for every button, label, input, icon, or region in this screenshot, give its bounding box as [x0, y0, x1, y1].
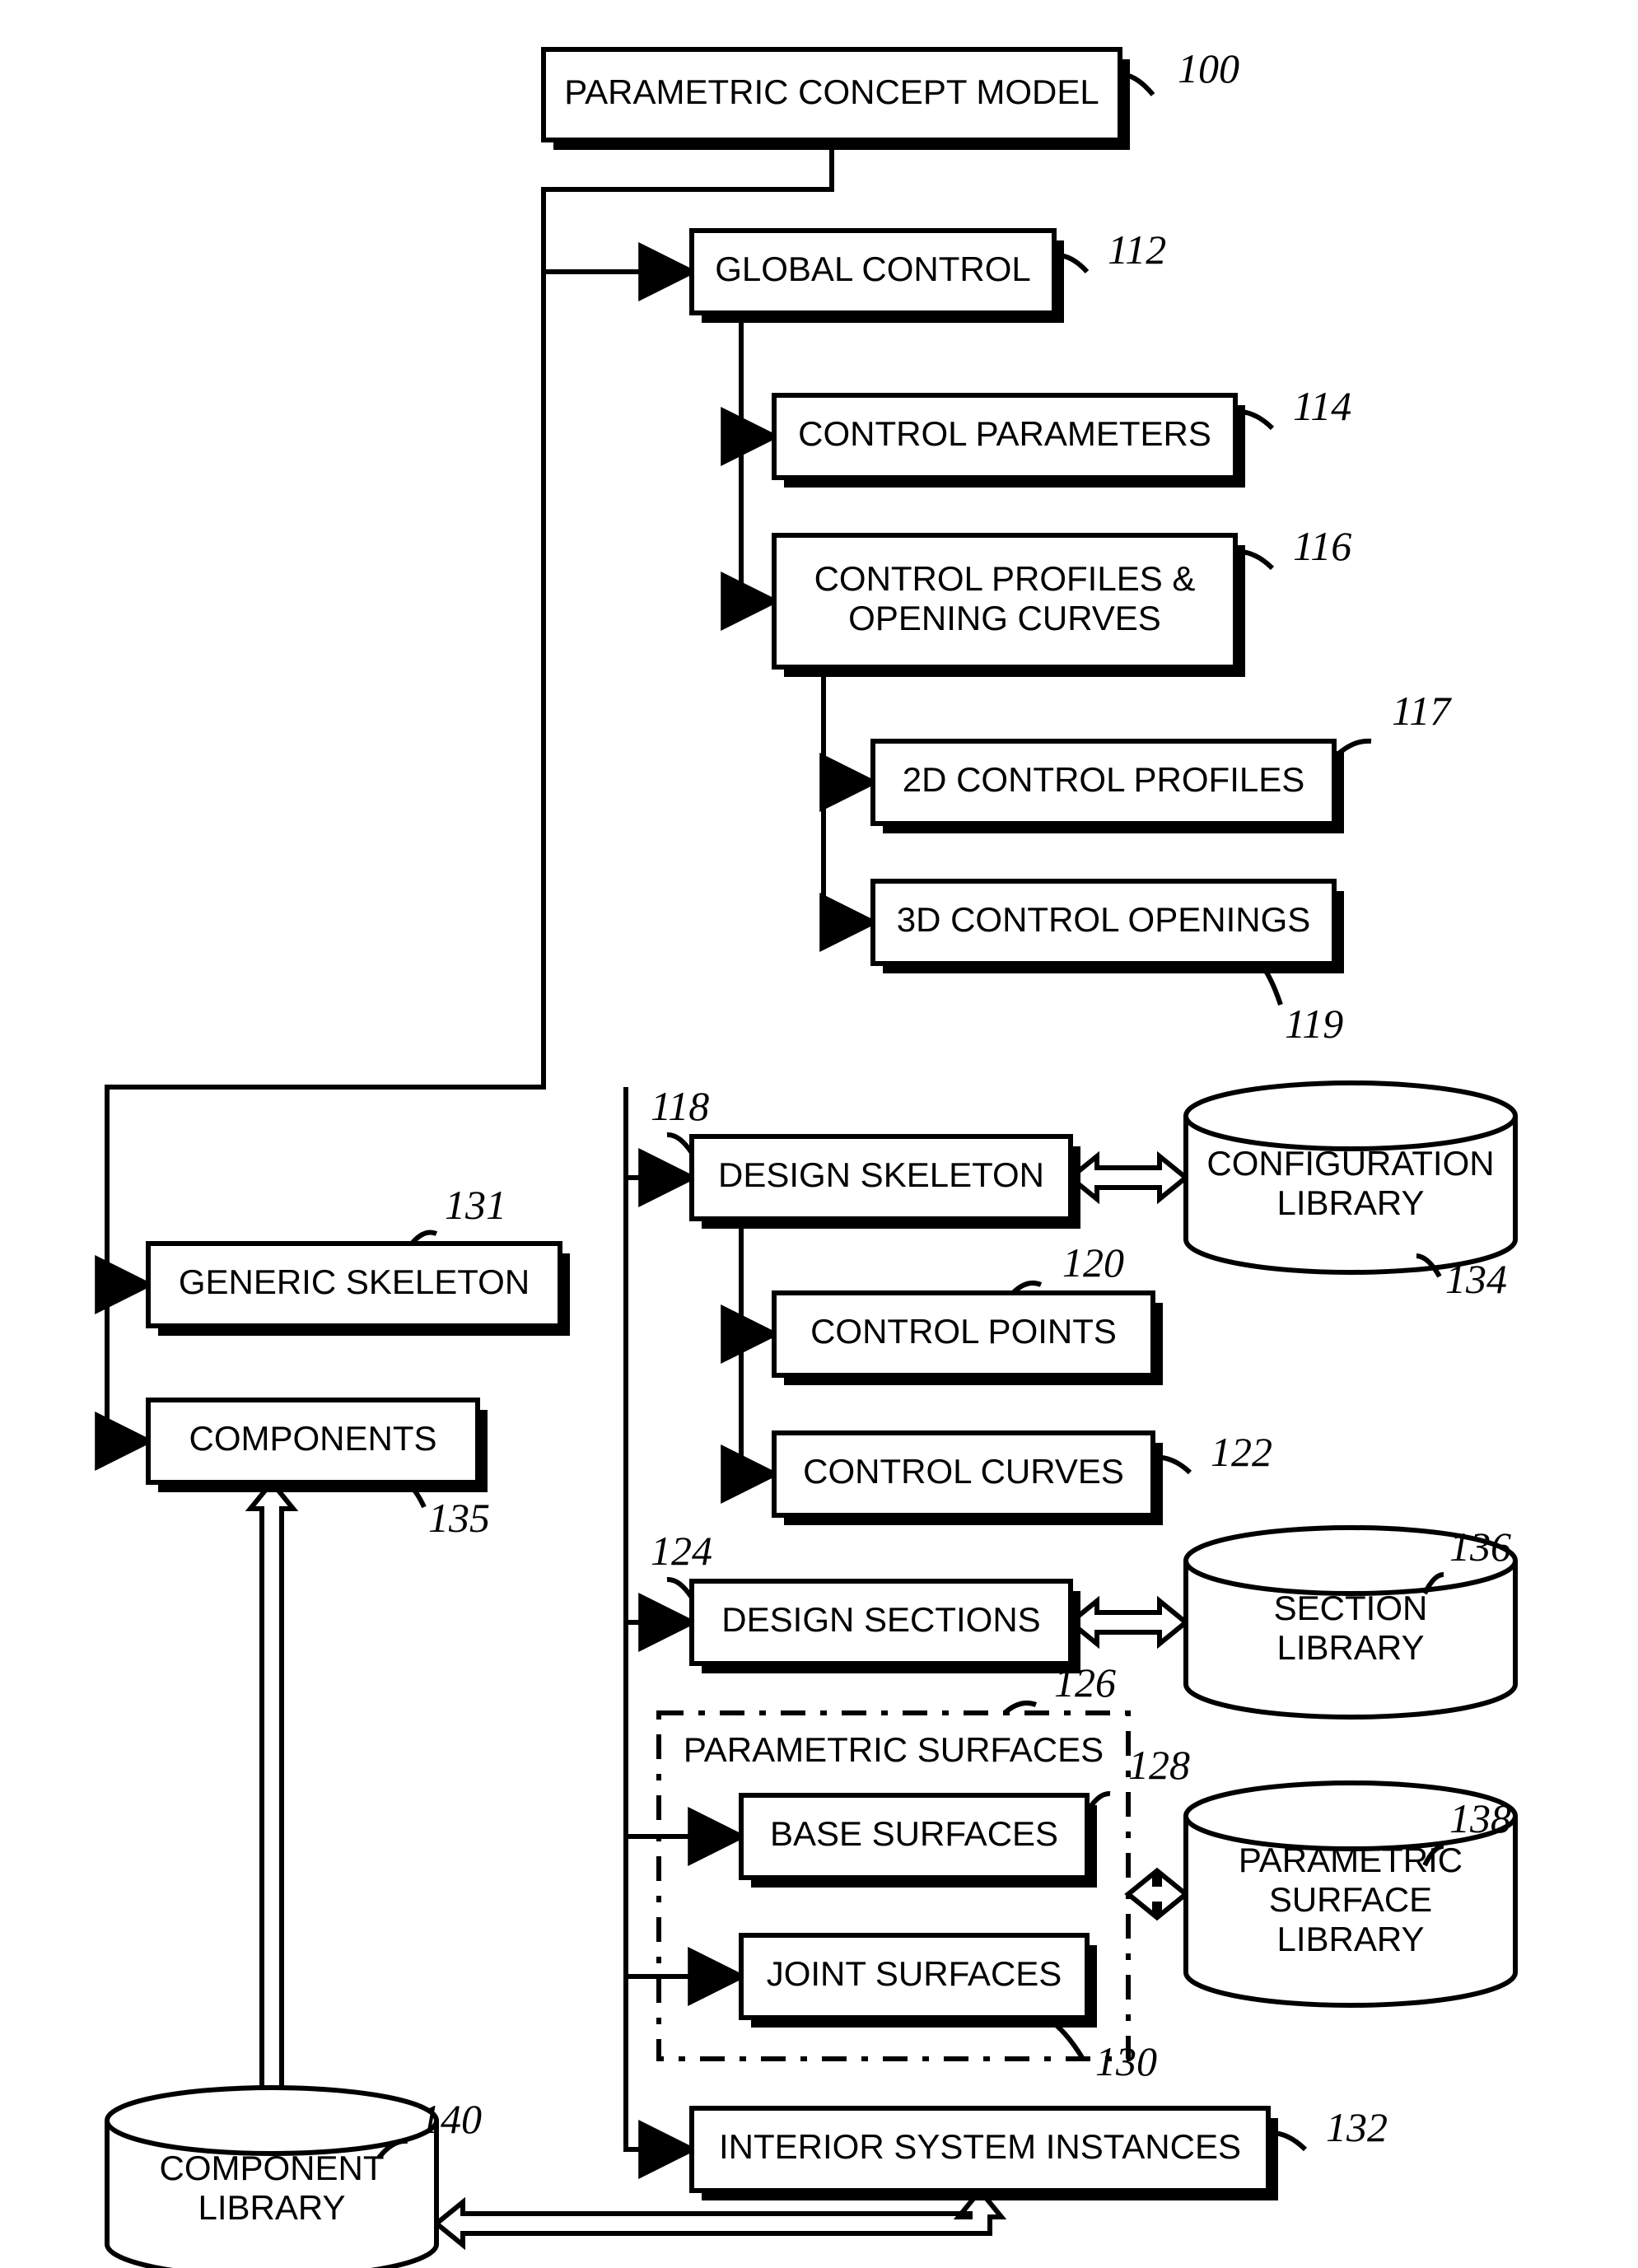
connector	[741, 313, 774, 601]
n134-label: LIBRARY	[1277, 1183, 1425, 1222]
refnum-114: 114	[1293, 383, 1351, 429]
refnum-122: 122	[1211, 1429, 1272, 1475]
n128-label: BASE SURFACES	[770, 1814, 1058, 1853]
refnum-118: 118	[651, 1083, 709, 1129]
n131-label: GENERIC SKELETON	[179, 1262, 530, 1301]
refnum-100: 100	[1178, 45, 1239, 91]
n138-label: SURFACE	[1269, 1880, 1432, 1919]
n134-label: CONFIGURATION	[1206, 1144, 1494, 1183]
refnum-130: 130	[1095, 2038, 1157, 2084]
n116-label: OPENING CURVES	[848, 599, 1161, 637]
refnum-120: 120	[1062, 1239, 1124, 1286]
n112-label: GLOBAL CONTROL	[715, 250, 1031, 288]
n140-label: LIBRARY	[198, 2188, 346, 2227]
biarrow	[1071, 1601, 1186, 1644]
biarrow	[1128, 1873, 1186, 1916]
n122-label: CONTROL CURVES	[803, 1452, 1124, 1491]
connector	[824, 667, 873, 922]
connector	[741, 1219, 774, 1474]
refnum-leader	[1087, 1794, 1110, 1812]
refnum-leader	[667, 1580, 692, 1598]
n135-label: COMPONENTS	[189, 1419, 436, 1458]
parametric-surfaces-title: PARAMETRIC SURFACES	[684, 1730, 1104, 1769]
refnum-134: 134	[1445, 1256, 1507, 1302]
n136-label: LIBRARY	[1277, 1628, 1425, 1667]
n138-label: LIBRARY	[1277, 1920, 1425, 1958]
refnum-126: 126	[1054, 1659, 1116, 1706]
refnum-140: 140	[420, 2096, 482, 2142]
biarrow	[1071, 1156, 1186, 1199]
refnum-136: 136	[1449, 1524, 1511, 1570]
n118-label: DESIGN SKELETON	[718, 1155, 1044, 1194]
refnum-119: 119	[1285, 1001, 1343, 1047]
n100-label: PARAMETRIC CONCEPT MODEL	[564, 72, 1099, 111]
n116-label: CONTROL PROFILES &	[814, 559, 1196, 598]
refnum-135: 135	[428, 1495, 490, 1541]
n136-label: SECTION	[1274, 1589, 1428, 1627]
refnum-117: 117	[1392, 688, 1452, 734]
n130-label: JOINT SURFACES	[767, 1954, 1062, 1993]
refnum-112: 112	[1108, 226, 1166, 273]
n120-label: CONTROL POINTS	[810, 1312, 1117, 1351]
refnum-116: 116	[1293, 523, 1351, 569]
n117-label: 2D CONTROL PROFILES	[903, 760, 1305, 799]
refnum-leader	[1334, 741, 1371, 758]
n119-label: 3D CONTROL OPENINGS	[897, 900, 1311, 939]
n132-label: INTERIOR SYSTEM INSTANCES	[719, 2127, 1241, 2166]
n124-label: DESIGN SECTIONS	[721, 1600, 1040, 1639]
refnum-128: 128	[1128, 1742, 1190, 1788]
refnum-leader	[667, 1135, 692, 1153]
n140-label: COMPONENT	[160, 2149, 385, 2187]
n140-top	[107, 2088, 436, 2154]
connector	[544, 189, 692, 272]
refnum-124: 124	[651, 1528, 712, 1574]
biarrow-v	[250, 1482, 293, 2149]
refnum-138: 138	[1449, 1795, 1511, 1841]
refnum-132: 132	[1326, 2104, 1388, 2150]
n114-label: CONTROL PARAMETERS	[798, 414, 1211, 453]
refnum-131: 131	[445, 1182, 506, 1228]
n134-top	[1186, 1083, 1515, 1149]
